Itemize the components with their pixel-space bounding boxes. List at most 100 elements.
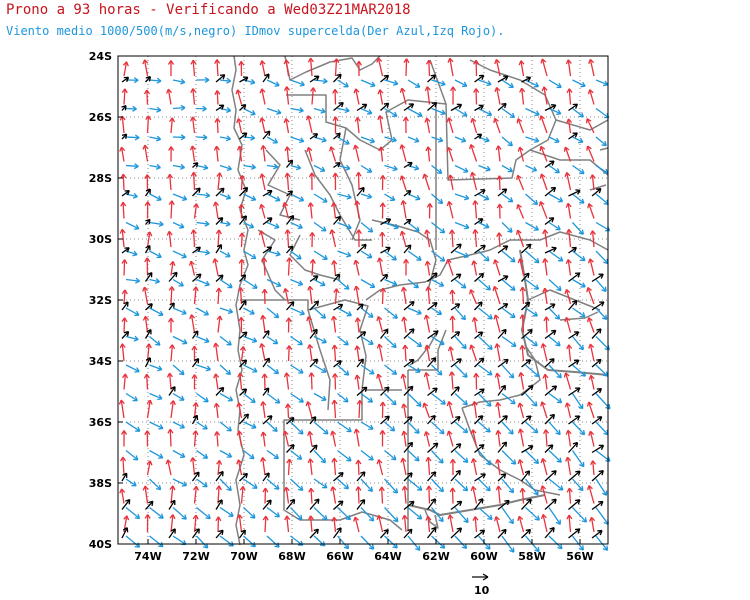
left-mover-vector xyxy=(309,232,316,248)
mean-wind-vector xyxy=(215,217,224,225)
right-mover-vector xyxy=(431,79,446,87)
right-mover-vector xyxy=(172,250,187,259)
left-mover-vector xyxy=(515,229,525,248)
right-mover-vector xyxy=(337,335,349,346)
mean-wind-vector xyxy=(520,470,531,482)
mean-wind-vector xyxy=(568,272,581,283)
right-mover-vector xyxy=(290,335,303,346)
left-mover-vector xyxy=(260,314,267,333)
left-mover-vector xyxy=(564,402,572,419)
left-mover-vector xyxy=(237,287,244,305)
right-mover-vector xyxy=(454,336,467,350)
left-mover-vector xyxy=(379,401,386,419)
right-mover-vector xyxy=(595,478,608,496)
mean-wind-vector xyxy=(333,303,344,311)
right-mover-vector xyxy=(266,221,280,229)
right-mover-vector xyxy=(266,506,280,518)
right-mover-vector xyxy=(525,164,538,172)
mean-wind-vector xyxy=(144,245,151,254)
mean-wind-vector xyxy=(521,528,532,539)
right-mover-vector xyxy=(149,392,163,401)
political-borders xyxy=(231,55,609,546)
right-mover-vector xyxy=(384,449,397,461)
right-mover-vector xyxy=(430,507,444,523)
mean-wind-vector xyxy=(474,473,486,482)
mean-wind-vector xyxy=(215,187,225,197)
right-mover-vector xyxy=(360,449,374,461)
left-mover-vector xyxy=(519,345,526,362)
left-mover-vector xyxy=(307,344,314,362)
left-mover-vector xyxy=(379,430,386,447)
mean-wind-vector xyxy=(544,329,557,340)
right-mover-vector xyxy=(572,278,586,288)
right-mover-vector xyxy=(337,193,352,200)
left-mover-vector xyxy=(191,374,198,390)
left-mover-vector xyxy=(192,286,199,305)
right-mover-vector xyxy=(290,421,304,435)
right-mover-vector xyxy=(125,478,137,487)
mean-wind-vector xyxy=(474,272,485,282)
mean-wind-vector xyxy=(356,186,365,197)
left-mover-vector xyxy=(494,58,501,77)
left-mover-vector xyxy=(259,343,266,362)
right-mover-vector xyxy=(360,478,373,493)
right-mover-vector xyxy=(290,478,304,491)
right-mover-vector xyxy=(478,507,493,521)
right-mover-vector xyxy=(149,364,163,372)
mean-wind-vector xyxy=(427,101,438,111)
left-mover-vector xyxy=(284,403,292,419)
mean-wind-vector xyxy=(473,498,484,510)
left-mover-vector xyxy=(306,146,313,162)
right-mover-vector xyxy=(407,221,420,232)
left-mover-vector xyxy=(260,145,267,162)
left-mover-vector xyxy=(353,285,360,305)
left-mover-vector xyxy=(447,514,454,533)
right-mover-vector xyxy=(337,507,352,521)
mean-wind-vector xyxy=(239,388,248,396)
left-mover-vector xyxy=(470,458,478,476)
left-mover-vector xyxy=(565,429,572,447)
mean-wind-vector xyxy=(333,73,342,83)
right-mover-vector xyxy=(243,507,256,519)
left-mover-vector xyxy=(493,117,501,134)
left-mover-vector xyxy=(495,430,502,447)
right-mover-vector xyxy=(595,364,609,377)
left-mover-vector xyxy=(376,257,384,276)
mean-wind-vector xyxy=(215,529,224,539)
right-mover-vector xyxy=(360,335,374,345)
left-mover-vector xyxy=(239,346,246,362)
right-mover-vector xyxy=(313,78,328,85)
left-mover-vector xyxy=(516,203,525,219)
left-mover-vector xyxy=(400,200,407,219)
mean-wind-vector xyxy=(427,74,437,83)
right-mover-vector xyxy=(501,307,516,319)
left-mover-vector xyxy=(566,228,573,248)
latitude-label: 28S xyxy=(89,172,112,185)
left-mover-vector xyxy=(214,59,221,77)
right-mover-vector xyxy=(172,335,188,345)
left-mover-vector xyxy=(306,316,313,333)
mean-wind-vector xyxy=(450,331,461,340)
left-mover-vector xyxy=(471,260,478,276)
right-mover-vector xyxy=(431,278,445,287)
mean-wind-vector xyxy=(121,472,128,482)
mean-wind-vector xyxy=(145,500,154,510)
left-mover-vector xyxy=(169,400,176,419)
mean-wind-vector xyxy=(309,528,319,539)
left-mover-vector xyxy=(190,59,197,77)
right-mover-vector xyxy=(525,107,540,117)
right-mover-vector xyxy=(290,79,305,87)
mean-wind-vector xyxy=(544,186,557,197)
right-mover-vector xyxy=(125,134,140,141)
left-mover-vector xyxy=(142,485,149,504)
right-mover-vector xyxy=(431,250,446,262)
left-mover-vector xyxy=(449,229,456,248)
mean-wind-vector xyxy=(144,357,152,368)
right-mover-vector xyxy=(431,335,445,346)
mean-wind-vector xyxy=(191,358,200,368)
left-mover-vector xyxy=(496,203,503,219)
mean-wind-vector xyxy=(262,246,273,254)
left-mover-vector xyxy=(517,459,525,476)
mean-wind-vector xyxy=(121,133,128,140)
left-mover-vector xyxy=(587,258,595,276)
